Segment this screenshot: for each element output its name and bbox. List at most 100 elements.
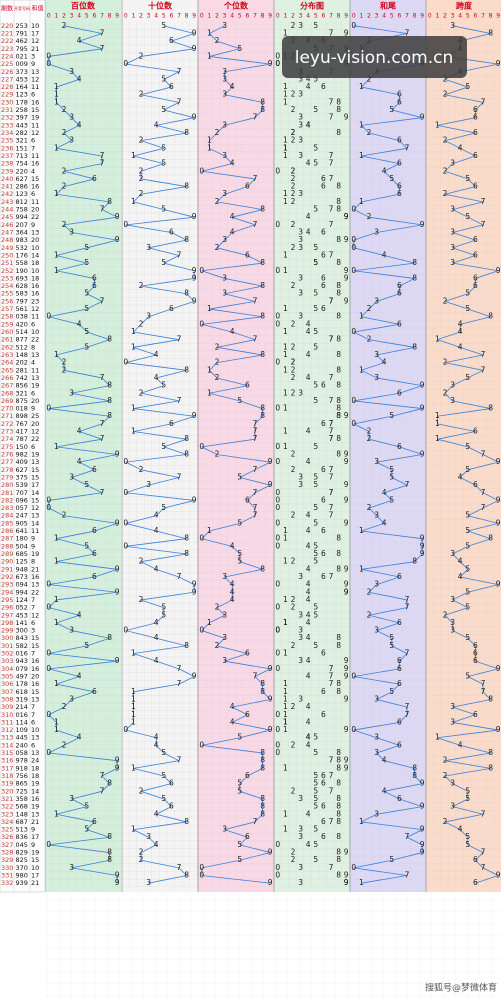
- sum-value: 17: [31, 481, 39, 489]
- trend-digit: 5: [313, 786, 318, 795]
- trend-line: [148, 875, 187, 884]
- trend-digit: 0: [199, 863, 204, 872]
- draw-number: 445: [16, 734, 28, 742]
- trend-line: [125, 515, 157, 524]
- trend-line: [56, 614, 80, 624]
- trend-digit: 1: [54, 809, 59, 818]
- trend-line: [209, 132, 218, 141]
- trend-digit: 2: [62, 358, 67, 367]
- trend-digit: 2: [62, 21, 67, 30]
- period: 288: [1, 542, 13, 550]
- trend-line: [125, 354, 157, 364]
- trend-line: [414, 775, 423, 784]
- trend-line: [444, 163, 453, 172]
- digit-header: 3: [223, 13, 227, 20]
- trend-line: [399, 653, 408, 662]
- trend-digit: 6: [169, 228, 174, 237]
- trend-line: [163, 798, 172, 807]
- sum-value: 19: [31, 849, 39, 857]
- draw-number: 207: [16, 221, 28, 229]
- trend-line: [444, 170, 468, 180]
- trend-line: [171, 301, 195, 310]
- trend-line: [201, 446, 218, 455]
- digit-header: 3: [375, 13, 379, 20]
- trend-digit: 8: [336, 848, 341, 857]
- trend-line: [224, 63, 271, 73]
- trend-digit: 3: [374, 511, 379, 520]
- trend-digit: 4: [77, 319, 82, 328]
- trend-line: [201, 316, 263, 325]
- trend-digit: 6: [321, 82, 326, 91]
- sum-value: 21: [31, 879, 39, 887]
- trend-digit: 9: [192, 113, 197, 122]
- trend-digit: 3: [298, 610, 303, 619]
- draw-number: 178: [16, 98, 28, 106]
- period: 223: [1, 45, 13, 53]
- trend-digit: 6: [473, 235, 478, 244]
- trend-digit: 8: [336, 258, 341, 267]
- trend-line: [475, 484, 484, 494]
- trend-digit: 6: [473, 281, 478, 290]
- trend-digit: 6: [321, 779, 326, 788]
- trend-line: [353, 415, 392, 425]
- trend-digit: 1: [359, 878, 364, 887]
- trend-digit: 4: [382, 488, 387, 497]
- trend-digit: 6: [397, 572, 402, 581]
- trend-digit: 4: [306, 526, 311, 535]
- period: 315: [1, 749, 13, 757]
- trend-digit: 0: [275, 488, 280, 497]
- trend-digit: 4: [306, 740, 311, 749]
- trend-digit: 9: [115, 212, 120, 221]
- trend-line: [125, 484, 149, 494]
- trend-line: [353, 209, 370, 218]
- trend-digit: 3: [374, 350, 379, 359]
- trend-digit: 8: [260, 564, 265, 573]
- trend-digit: 1: [54, 679, 59, 688]
- trend-line: [361, 813, 377, 823]
- trend-line: [353, 400, 423, 409]
- trend-digit: 7: [253, 817, 258, 826]
- trend-digit: 2: [291, 128, 296, 137]
- trend-line: [444, 813, 484, 823]
- trend-digit: 1: [283, 427, 288, 436]
- sum-value: 16: [31, 657, 39, 665]
- trend-digit: 8: [184, 182, 189, 191]
- digit-header: 7: [100, 13, 104, 20]
- trend-digit: 7: [329, 572, 334, 581]
- period: 279: [1, 473, 13, 481]
- trend-digit: 5: [465, 786, 470, 795]
- trend-digit: 5: [84, 641, 89, 650]
- trend-line: [48, 668, 80, 677]
- trend-line: [163, 438, 187, 448]
- draw-number: 628: [16, 282, 28, 290]
- trend-digit: 5: [465, 511, 470, 520]
- sum-value: 18: [31, 274, 39, 282]
- trend-line: [71, 630, 110, 639]
- trend-line: [361, 561, 415, 570]
- trend-line: [125, 454, 187, 463]
- trend-line: [148, 239, 187, 249]
- trend-digit: 7: [253, 671, 258, 680]
- trend-digit: 5: [84, 802, 89, 811]
- trend-digit: 6: [169, 802, 174, 811]
- trend-line: [384, 163, 400, 172]
- trend-digit: 8: [336, 105, 341, 114]
- trend-line: [467, 369, 484, 379]
- trend-line: [437, 431, 476, 440]
- trend-line: [452, 262, 499, 272]
- trend-digit: 6: [473, 480, 478, 489]
- trend-digit: 1: [283, 189, 288, 198]
- sum-value: 6: [31, 718, 35, 726]
- trend-digit: 0: [275, 404, 280, 413]
- trend-digit: 5: [465, 212, 470, 221]
- trend-line: [239, 836, 248, 846]
- trend-line: [376, 377, 423, 387]
- trend-digit: 9: [344, 878, 349, 887]
- digit-header: 1: [283, 13, 287, 20]
- sum-value: 21: [31, 565, 39, 573]
- trend-digit: 2: [291, 174, 296, 183]
- trend-line: [48, 63, 72, 73]
- trend-digit: 6: [473, 113, 478, 122]
- trend-line: [155, 377, 165, 386]
